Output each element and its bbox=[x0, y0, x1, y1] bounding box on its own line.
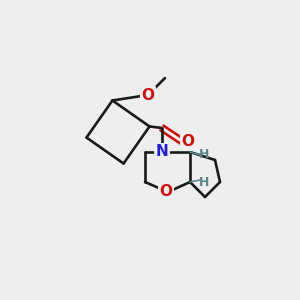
Text: H: H bbox=[199, 176, 209, 188]
Text: O: O bbox=[160, 184, 172, 200]
Text: N: N bbox=[156, 145, 168, 160]
Text: O: O bbox=[182, 134, 194, 149]
Text: H: H bbox=[199, 148, 209, 161]
Text: O: O bbox=[142, 88, 154, 103]
